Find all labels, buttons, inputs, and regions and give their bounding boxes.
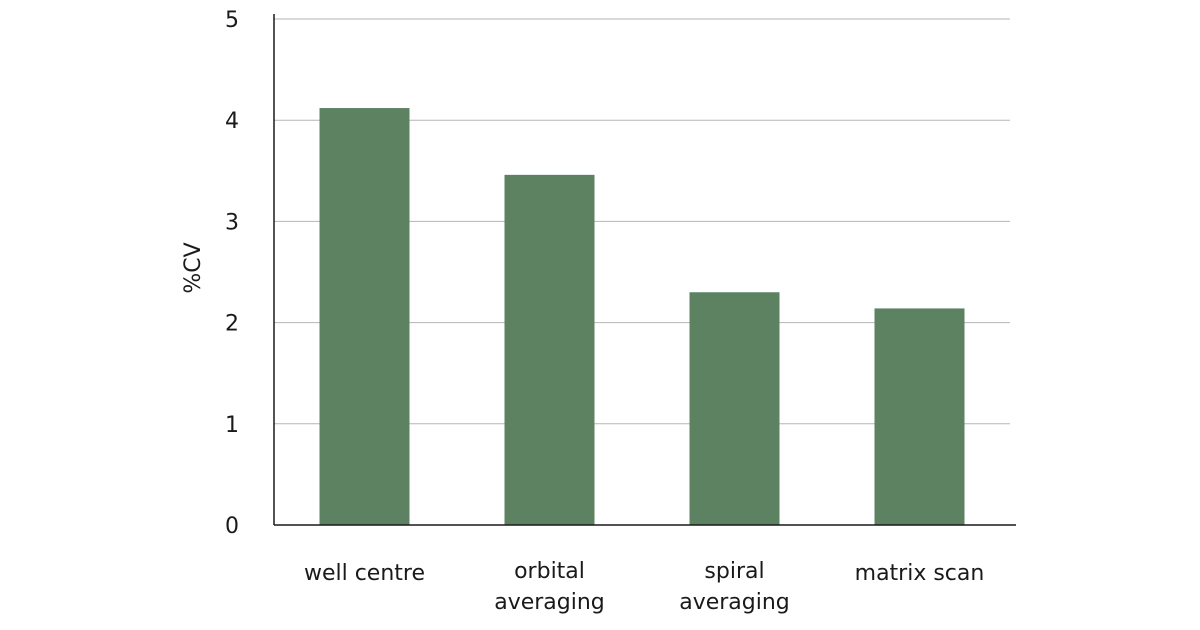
x-category-label: matrix scan — [855, 561, 985, 586]
y-tick-label: 1 — [225, 413, 239, 438]
bar — [504, 174, 595, 525]
axes — [273, 14, 1016, 526]
bars — [319, 108, 965, 525]
y-tick-label: 5 — [225, 8, 239, 33]
y-axis-title: %CV — [181, 242, 206, 293]
y-tick-labels: 0 1 2 3 4 5 — [225, 8, 239, 539]
y-tick-label: 4 — [225, 109, 239, 134]
x-category-label: well centre — [304, 561, 425, 586]
x-category-label: spiral averaging — [679, 559, 790, 615]
x-category-label: orbital averaging — [494, 559, 605, 615]
y-tick-label: 3 — [225, 210, 239, 235]
x-category-labels: well centre orbital averaging spiral averagi… — [304, 559, 984, 615]
y-tick-label: 0 — [225, 514, 239, 539]
bar — [319, 108, 410, 525]
bar — [874, 308, 965, 525]
bar — [689, 292, 780, 525]
y-tick-label: 2 — [225, 312, 239, 337]
